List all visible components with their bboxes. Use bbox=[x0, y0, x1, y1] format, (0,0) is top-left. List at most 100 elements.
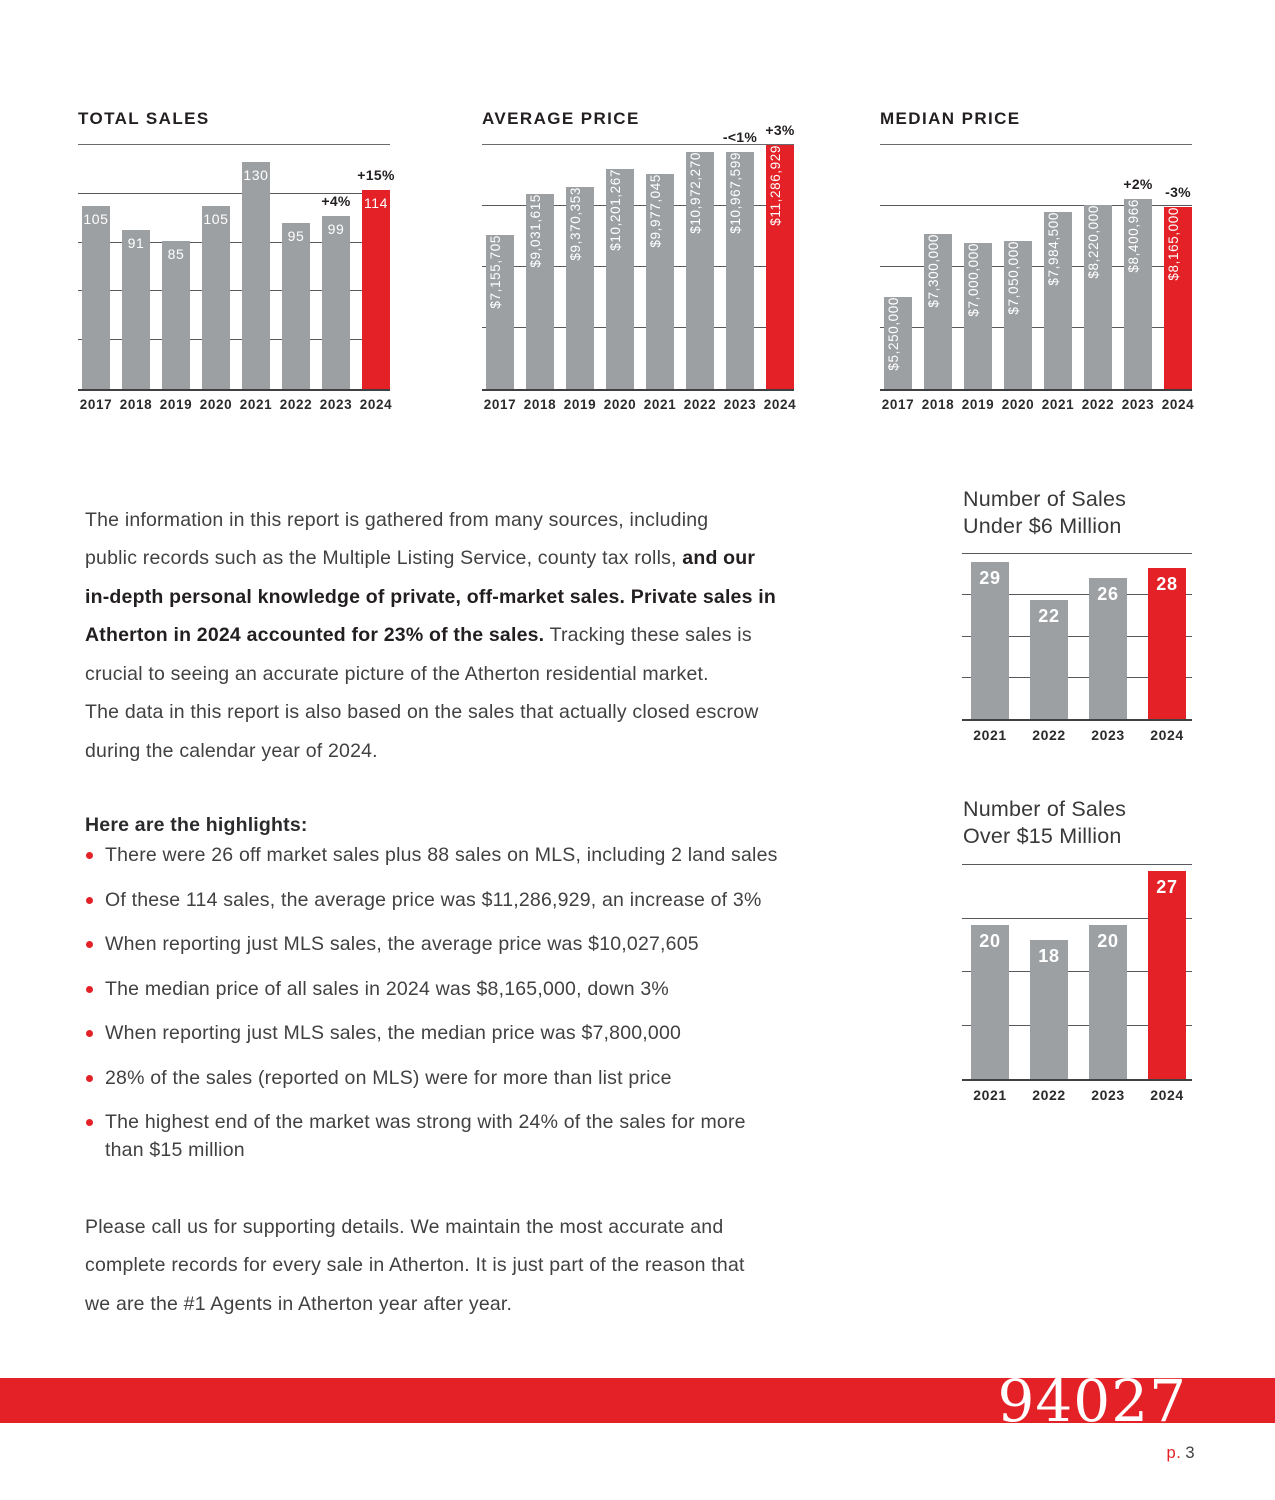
bullet-text: Of these 114 sales, the average price wa… bbox=[105, 888, 762, 911]
x-axis-label: 2021 bbox=[1041, 397, 1075, 412]
gridline bbox=[880, 266, 1192, 267]
x-axis-label: 2021 bbox=[239, 397, 273, 412]
highlights-list: There were 26 off market sales plus 88 s… bbox=[86, 842, 910, 1181]
change-annotation: +4% bbox=[321, 193, 351, 210]
bullet-item: When reporting just MLS sales, the avera… bbox=[86, 931, 910, 959]
text-segment: Tracking these sales is crucial to seein… bbox=[85, 624, 759, 762]
x-axis-label: 2017 bbox=[483, 397, 517, 412]
zip-code: 94027 bbox=[997, 1367, 1187, 1435]
text-segment: The information in this report is gather… bbox=[85, 508, 709, 570]
gridline bbox=[78, 192, 390, 194]
bar-value-label: 105 bbox=[203, 211, 229, 227]
bar-value-label: 20 bbox=[1097, 931, 1119, 952]
x-axis-label: 2023 bbox=[1091, 727, 1125, 743]
bar-value-label: $7,300,000 bbox=[926, 233, 941, 308]
bullet-dot-icon bbox=[86, 941, 93, 948]
gridline bbox=[962, 971, 1192, 972]
gridline bbox=[482, 266, 794, 267]
bar-2020: $10,201,267 bbox=[606, 168, 634, 389]
bar-value-label: $8,400,966 bbox=[1126, 199, 1141, 273]
intro-paragraph: The information in this report is gather… bbox=[85, 501, 903, 771]
x-axis-label: 2023 bbox=[1091, 1087, 1125, 1103]
bold-text-segment: and our in-depth personal knowledge of p… bbox=[85, 547, 776, 646]
x-axis-label: 2019 bbox=[159, 397, 193, 412]
bar-value-label: $7,155,705 bbox=[488, 234, 503, 309]
chart-title-total-sales: TOTAL SALES bbox=[78, 109, 210, 128]
chart-title-median-price: MEDIAN PRICE bbox=[880, 109, 1021, 128]
highlights-heading: Here are the highlights: bbox=[85, 813, 308, 836]
bar-value-label: $11,286,929 bbox=[768, 145, 783, 226]
bar-value-label: 99 bbox=[327, 221, 345, 238]
plot-area: $7,155,705 2017 $9,031,615 2018 $9,370,353 20… bbox=[482, 122, 796, 412]
bar-2022: 95 bbox=[282, 223, 310, 389]
bar-value-label: 28 bbox=[1156, 573, 1178, 594]
bar-2018: $7,300,000 bbox=[924, 233, 952, 389]
bar-value-label: 95 bbox=[287, 228, 305, 245]
bar-value-label: 105 bbox=[83, 211, 109, 227]
bullet-dot-icon bbox=[86, 1030, 93, 1037]
change-annotation: +2% bbox=[1123, 176, 1153, 193]
x-axis-label: 2018 bbox=[921, 397, 955, 412]
bullet-item: There were 26 off market sales plus 88 s… bbox=[86, 842, 910, 870]
bar-2019: $9,370,353 bbox=[566, 186, 594, 389]
bar-2022: $10,972,270 bbox=[686, 152, 714, 389]
x-axis-label: 2023 bbox=[1121, 397, 1155, 412]
bar-value-label: $10,201,267 bbox=[608, 168, 623, 251]
bar-2017: $5,250,000 bbox=[884, 297, 912, 389]
bullet-item: 28% of the sales (reported on MLS) were … bbox=[86, 1065, 910, 1093]
bar-2022: 18 bbox=[1030, 940, 1068, 1079]
x-axis-label: 2022 bbox=[683, 397, 717, 412]
plot-area: $5,250,000 2017 $7,300,000 2018 $7,000,000 20… bbox=[880, 144, 1194, 412]
plot-area: 105 2017 91 2018 85 2019 105 2020 130 2021 95 2022 9… bbox=[78, 144, 394, 412]
change-annotation: +3% bbox=[765, 122, 795, 139]
closing-paragraph: Please call us for supporting details. W… bbox=[85, 1215, 745, 1315]
x-axis-label: 2020 bbox=[603, 397, 637, 412]
bar-2020: $7,050,000 bbox=[1004, 241, 1032, 389]
bullet-text: The highest end of the market was strong… bbox=[105, 1111, 746, 1161]
chart-title-over-15m: Number of Sales Over $15 Million bbox=[963, 797, 1127, 848]
bar-value-label: 85 bbox=[167, 245, 185, 262]
x-axis-label: 2021 bbox=[643, 397, 677, 412]
x-axis-label: 2021 bbox=[973, 1087, 1007, 1103]
bar-2021: $7,984,500 bbox=[1044, 212, 1072, 389]
x-axis-label: 2022 bbox=[279, 397, 313, 412]
bar-value-label: $8,220,000 bbox=[1086, 205, 1101, 279]
bar-value-label: $7,000,000 bbox=[966, 242, 981, 317]
bar-2024: $11,286,929 bbox=[766, 145, 794, 389]
bar-value-label: 26 bbox=[1097, 584, 1119, 605]
gridline bbox=[78, 339, 390, 341]
bullet-dot-icon bbox=[86, 985, 93, 993]
bar-2024: $8,165,000 bbox=[1164, 206, 1192, 389]
x-axis-label: 2024 bbox=[1150, 1087, 1184, 1103]
bar-2021: 20 bbox=[971, 925, 1009, 1079]
bullet-item: Of these 114 sales, the average price wa… bbox=[86, 887, 910, 915]
x-axis-label: 2022 bbox=[1081, 397, 1115, 412]
bar-value-label: $9,977,045 bbox=[648, 173, 663, 248]
bar-2023: 99 bbox=[322, 216, 350, 389]
change-annotation: -<1% bbox=[722, 129, 758, 146]
bar-2021: 29 bbox=[971, 562, 1009, 719]
bar-value-label: $10,972,270 bbox=[688, 152, 703, 234]
gridline bbox=[482, 327, 794, 328]
bullet-text: 28% of the sales (reported on MLS) were … bbox=[105, 1066, 672, 1089]
plot-area: 29 2021 22 2022 26 2023 28 2024 bbox=[962, 553, 1192, 743]
x-axis-label: 2024 bbox=[763, 397, 797, 412]
bar-2017: $7,155,705 bbox=[486, 234, 514, 389]
page-number: p. 3 bbox=[1167, 1444, 1195, 1463]
x-axis-label: 2023 bbox=[319, 397, 353, 412]
bullet-text: When reporting just MLS sales, the avera… bbox=[105, 933, 699, 955]
bar-value-label: $7,984,500 bbox=[1046, 212, 1061, 286]
x-axis-label: 2020 bbox=[1001, 397, 1035, 412]
gridline bbox=[482, 205, 794, 206]
x-axis-label: 2024 bbox=[1161, 397, 1195, 412]
bullet-item: The median price of all sales in 2024 wa… bbox=[86, 976, 910, 1004]
bar-2024: 114 bbox=[362, 190, 390, 389]
x-axis-label: 2021 bbox=[973, 727, 1007, 743]
bullet-item: The highest end of the market was strong… bbox=[86, 1109, 910, 1164]
bar-value-label: 91 bbox=[127, 235, 145, 252]
gridline bbox=[962, 635, 1192, 637]
bullet-dot-icon bbox=[86, 1074, 93, 1082]
bar-value-label: 27 bbox=[1156, 877, 1178, 898]
gridline bbox=[962, 917, 1192, 919]
bar-value-label: 114 bbox=[363, 195, 389, 212]
